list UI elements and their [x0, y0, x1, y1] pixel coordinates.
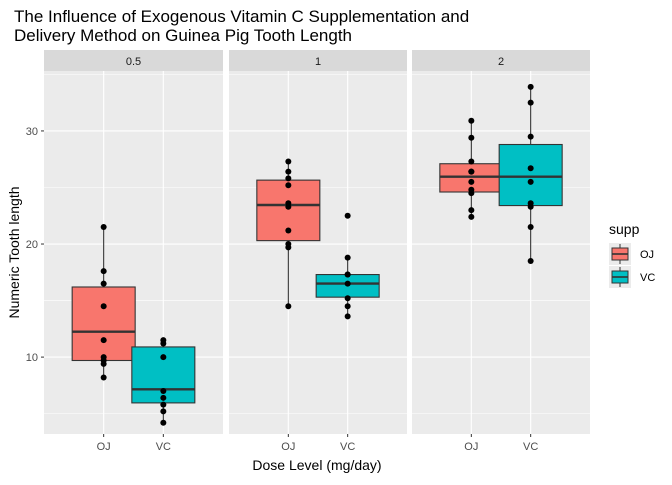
data-point	[285, 182, 292, 189]
x-tick-label: OJ	[464, 441, 478, 453]
data-point	[100, 303, 107, 310]
data-point	[285, 158, 292, 165]
data-point	[160, 408, 167, 415]
legend-key-VC	[609, 266, 631, 288]
facet-strip-label: 0.5	[126, 56, 141, 68]
data-point	[527, 257, 534, 264]
facet-strip-label: 1	[315, 56, 321, 68]
box-iqr	[498, 143, 563, 207]
data-point	[285, 175, 292, 182]
data-point	[468, 168, 475, 175]
facet-strip	[44, 50, 223, 71]
data-point	[100, 337, 107, 344]
data-point	[468, 158, 475, 165]
data-point	[344, 295, 351, 302]
data-point	[100, 280, 107, 287]
box-2-VC	[498, 83, 563, 264]
chart-title-group: The Influence of Exogenous Vitamin C Sup…	[14, 7, 469, 45]
y-tick-label: 20	[26, 239, 38, 251]
data-point	[468, 186, 475, 193]
box-1-VC	[315, 212, 380, 320]
data-point	[527, 165, 534, 172]
data-point	[285, 241, 292, 248]
data-point	[468, 178, 475, 185]
data-point	[527, 224, 534, 231]
y-tick-label: 30	[26, 126, 38, 138]
data-point	[100, 374, 107, 381]
chart-title-line: The Influence of Exogenous Vitamin C Sup…	[14, 7, 469, 26]
data-point	[344, 313, 351, 320]
legend-label: VC	[640, 272, 655, 284]
data-point	[100, 268, 107, 275]
data-point	[344, 212, 351, 219]
y-tick-label: 10	[26, 352, 38, 364]
facet-strip-label: 2	[498, 56, 504, 68]
data-point	[527, 178, 534, 185]
data-point	[160, 337, 167, 344]
facet-panel-0.5: 0.5	[44, 50, 223, 434]
data-point	[344, 280, 351, 287]
data-point	[344, 271, 351, 278]
data-point	[527, 83, 534, 90]
facet-panel-1: 1	[229, 50, 407, 434]
data-point	[285, 303, 292, 310]
x-tick-label: OJ	[97, 441, 111, 453]
legend-title: supp	[609, 221, 640, 237]
data-point	[285, 168, 292, 175]
data-point	[527, 200, 534, 207]
data-point	[468, 117, 475, 124]
box-0.5-OJ	[71, 224, 136, 381]
box-iqr	[71, 286, 136, 362]
chart-title-line: Delivery Method on Guinea Pig Tooth Leng…	[14, 26, 352, 45]
data-point	[160, 419, 167, 426]
data-point	[160, 354, 167, 361]
legend-key-OJ	[609, 243, 631, 265]
data-point	[527, 133, 534, 140]
data-point	[344, 303, 351, 310]
x-axis: OJ VC OJ VC OJ VC Dose Level (mg/day)	[97, 434, 538, 473]
data-point	[285, 227, 292, 234]
data-point	[527, 99, 534, 106]
data-point	[468, 207, 475, 214]
y-axis-title: Numeric Tooth length	[6, 186, 22, 318]
facet-strip	[412, 50, 590, 71]
data-point	[100, 354, 107, 361]
data-point	[468, 134, 475, 141]
facet-panel-2: 2	[412, 50, 590, 434]
panel-background	[229, 71, 407, 434]
legend-label: OJ	[640, 249, 654, 261]
data-point	[160, 388, 167, 395]
data-point	[160, 394, 167, 401]
data-point	[344, 254, 351, 261]
facet-strip	[229, 50, 407, 71]
x-tick-label: VC	[523, 441, 538, 453]
x-tick-label: VC	[340, 441, 355, 453]
x-tick-label: OJ	[281, 441, 295, 453]
data-point	[285, 200, 292, 207]
box-1-OJ	[256, 158, 321, 310]
facet-panels: 0.5 1 2	[44, 50, 590, 434]
x-axis-title: Dose Level (mg/day)	[252, 457, 381, 473]
data-point	[160, 401, 167, 408]
box-0.5-VC	[131, 337, 196, 426]
box-2-OJ	[439, 117, 504, 220]
data-point	[100, 224, 107, 231]
panel-background	[412, 71, 590, 434]
data-point	[468, 213, 475, 220]
x-tick-label: VC	[156, 441, 171, 453]
y-axis: 10 20 30 Numeric Tooth length	[6, 126, 44, 364]
